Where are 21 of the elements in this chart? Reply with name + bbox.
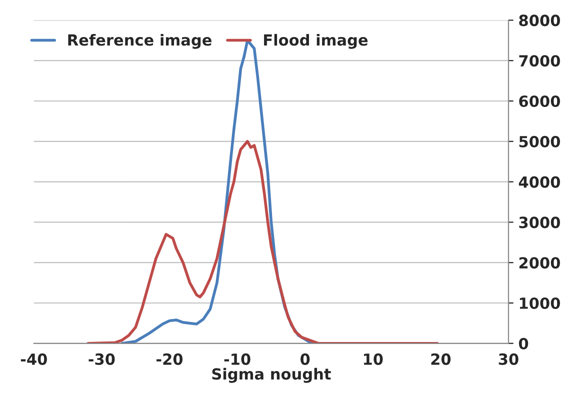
- legend-label: Reference image: [68, 34, 212, 49]
- y-tick-label: 4000: [518, 176, 560, 188]
- x-tick-label: -30: [88, 353, 115, 365]
- x-tick-label: -40: [20, 353, 47, 365]
- y-tick-label: 2000: [519, 257, 560, 269]
- y-tick-label: 5000: [519, 136, 560, 148]
- x-tick-label: -20: [156, 353, 183, 365]
- x-axis-title: Sigma nought: [212, 368, 331, 383]
- y-tick-label: 0: [518, 338, 528, 350]
- y-tick-label: 3000: [519, 216, 560, 228]
- y-tick-label: 6000: [519, 95, 560, 108]
- x-tick-label: -10: [224, 353, 250, 365]
- x-tick-label: 0: [300, 353, 310, 365]
- x-tick-label: 10: [364, 353, 383, 365]
- y-tick-label: 8000: [519, 14, 560, 26]
- line-series: [86, 140, 439, 344]
- x-tick-label: 20: [431, 353, 451, 365]
- y-tick-label: 7000: [519, 55, 560, 67]
- legend-label: Flood image: [264, 34, 368, 49]
- y-tick-label: 1000: [520, 297, 560, 310]
- x-tick-label: 30: [498, 353, 518, 365]
